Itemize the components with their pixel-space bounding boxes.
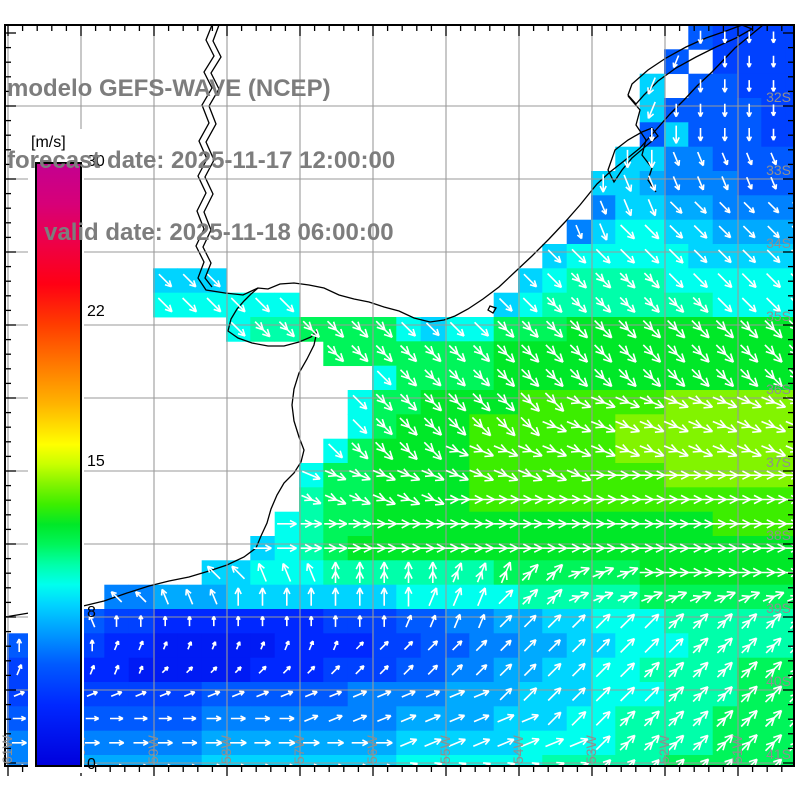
lon-tick-label: 53W bbox=[583, 734, 599, 764]
map-title-block: modelo GEFS-WAVE (NCEP) forecast date: 2… bbox=[7, 29, 395, 293]
colorbar-unit-label: [m/s] bbox=[31, 134, 66, 151]
colorbar-tick-label: 15 bbox=[87, 453, 105, 470]
lat-tick-label: 39S bbox=[766, 600, 791, 616]
lat-tick-label: 36S bbox=[766, 381, 791, 397]
lat-tick-label: 38S bbox=[766, 527, 791, 543]
lon-tick-label: 56W bbox=[364, 734, 380, 764]
lon-tick-label: 51W bbox=[729, 734, 745, 764]
lon-tick-label: 52W bbox=[656, 734, 672, 764]
title-valid-line: valid date: 2025-11-18 06:00:00 bbox=[44, 219, 394, 246]
map-frame bbox=[4, 24, 795, 767]
title-forecast-line: forecast date: 2025-11-17 12:00:00 bbox=[7, 147, 396, 174]
axis-ticks bbox=[5, 25, 794, 776]
colorbar-tick-label: 30 bbox=[87, 153, 105, 170]
wind-direction-arrows bbox=[11, 30, 794, 766]
lat-tick-label: 37S bbox=[766, 454, 791, 470]
lat-tick-label: 35S bbox=[766, 308, 791, 324]
coastline bbox=[4, 24, 764, 618]
axis-tick-labels: 32S33S34S35S36S37S38S39S40S41S61W60W59W5… bbox=[0, 89, 791, 764]
lon-tick-label: 55W bbox=[437, 734, 453, 764]
colorbar-gradient bbox=[35, 162, 82, 767]
lon-tick-label: 54W bbox=[510, 734, 526, 764]
lat-tick-label: 40S bbox=[766, 673, 791, 689]
lon-tick-label: 58W bbox=[218, 734, 234, 764]
colorbar-tick-label: 0 bbox=[87, 756, 96, 773]
lon-tick-label: 57W bbox=[291, 734, 307, 764]
colorbar-tick-label: 8 bbox=[87, 604, 96, 621]
grid-lines bbox=[5, 25, 794, 766]
lat-tick-label: 34S bbox=[766, 235, 791, 251]
title-model-line: modelo GEFS-WAVE (NCEP) bbox=[7, 75, 331, 102]
lat-tick-label: 33S bbox=[766, 162, 791, 178]
lon-tick-label: 61W bbox=[0, 734, 15, 764]
colorbar-tick-label: 22 bbox=[87, 303, 105, 320]
lon-tick-label: 59W bbox=[145, 734, 161, 764]
lat-tick-label: 32S bbox=[766, 89, 791, 105]
lat-tick-label: 41S bbox=[766, 746, 791, 762]
